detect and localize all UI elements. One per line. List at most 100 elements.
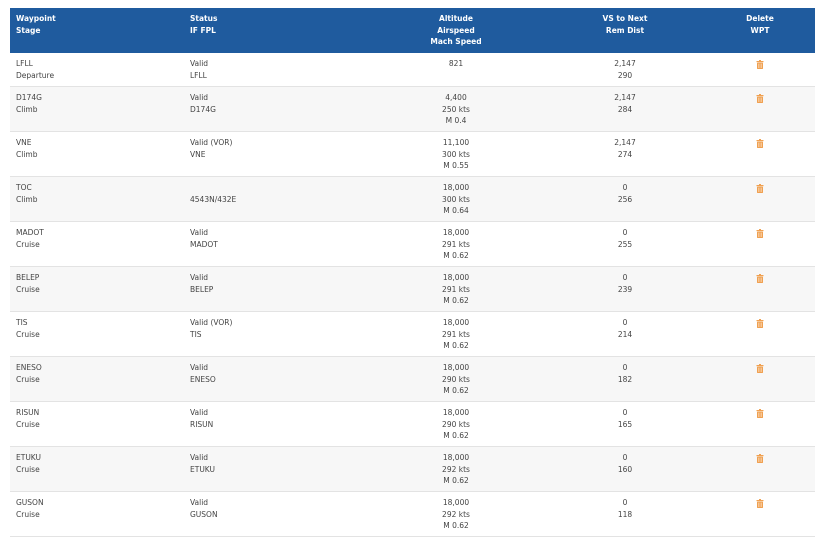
cell-line: Valid (VOR) (190, 318, 233, 327)
delete-button[interactable] (756, 499, 764, 512)
delete-cell (710, 362, 810, 377)
trash-icon[interactable] (756, 364, 764, 373)
distance-cell: 0 239 (525, 272, 725, 295)
cell-line: Valid (190, 453, 209, 462)
trash-icon[interactable] (756, 60, 764, 69)
distance-cell: 2,147 284 (525, 92, 725, 115)
table-row: BELEP Cruise Valid BELEP 18,000 291 kts M 0.62… (10, 267, 815, 312)
header-cell: Delete WPT (710, 13, 810, 36)
speed-cell: 18,000 291 kts M 0.62 (356, 227, 556, 262)
delete-button[interactable] (756, 454, 764, 467)
cell-line: Valid (190, 273, 209, 282)
cell-line: Status (190, 14, 218, 23)
cell-line: VNE (16, 138, 32, 147)
distance-cell: 0 255 (525, 227, 725, 250)
cell-line: TIS (16, 318, 28, 327)
cell-line: ENESO (190, 374, 216, 384)
delete-button[interactable] (756, 184, 764, 197)
cell-line: MADOT (16, 228, 44, 237)
distance-cell: 0 160 (525, 452, 725, 475)
table-row: TIS Cruise Valid (VOR) TIS 18,000 291 kts M 0.… (10, 312, 815, 357)
cell-line: BELEP (16, 273, 40, 282)
cell-line: GUSON (16, 498, 44, 507)
cell-line: Valid (190, 408, 209, 417)
cell-line: RISUN (190, 419, 214, 429)
delete-button[interactable] (756, 229, 764, 242)
delete-cell (710, 407, 810, 422)
cell-line: Valid (190, 363, 209, 372)
delete-button[interactable] (756, 319, 764, 332)
delete-button[interactable] (756, 94, 764, 107)
trash-icon[interactable] (756, 274, 764, 283)
cell-line: Cruise (16, 239, 40, 249)
cell-line: M 0.62 (443, 521, 469, 530)
cell-line: 291 kts (442, 329, 470, 339)
trash-icon[interactable] (756, 319, 764, 328)
cell-line: 0 (622, 318, 628, 327)
trash-icon[interactable] (756, 454, 764, 463)
cell-line: 300 kts (442, 149, 470, 159)
delete-button[interactable] (756, 364, 764, 377)
delete-button[interactable] (756, 139, 764, 152)
header-cell: VS to Next Rem Dist (525, 13, 725, 36)
cell-line: 290 kts (442, 419, 470, 429)
header-cell: Altitude Airspeed Mach Speed (356, 13, 556, 48)
cell-line: ETUKU (190, 464, 216, 474)
cell-line: LFLL (190, 70, 207, 80)
cell-line: LFLL (16, 59, 33, 68)
cell-line: 0 (622, 228, 628, 237)
cell-line: 18,000 (442, 363, 470, 372)
status-cell: Valid RISUN (190, 407, 360, 430)
cell-line: 290 kts (442, 374, 470, 384)
trash-icon[interactable] (756, 139, 764, 148)
cell-line: M 0.4 (445, 116, 467, 125)
cell-line: Departure (16, 70, 55, 80)
delete-button[interactable] (756, 60, 764, 73)
waypoint-cell: TIS Cruise (16, 317, 186, 340)
distance-cell: 0 182 (525, 362, 725, 385)
cell-line: 18,000 (442, 183, 470, 192)
status-cell: 4543N/432E (190, 182, 360, 205)
status-cell: Valid MADOT (190, 227, 360, 250)
cell-line: Rem Dist (605, 25, 645, 35)
cell-line: ETUKU (16, 453, 42, 462)
cell-line: TIS (190, 329, 202, 339)
delete-cell (710, 272, 810, 287)
cell-line: 160 (617, 464, 633, 474)
status-cell: Valid (VOR) TIS (190, 317, 360, 340)
trash-icon[interactable] (756, 229, 764, 238)
distance-cell: 0 214 (525, 317, 725, 340)
speed-cell: 4,400 250 kts M 0.4 (356, 92, 556, 127)
cell-line: M 0.62 (443, 251, 469, 260)
speed-cell: 18,000 290 kts M 0.62 (356, 407, 556, 442)
cell-line: 291 kts (442, 239, 470, 249)
cell-line: 0 (622, 408, 628, 417)
cell-line: 274 (617, 149, 633, 159)
cell-line: ENESO (16, 363, 42, 372)
cell-line: IF FPL (190, 25, 216, 35)
cell-line: M 0.62 (443, 476, 469, 485)
cell-line: M 0.55 (443, 161, 469, 170)
speed-cell: 18,000 292 kts M 0.62 (356, 497, 556, 532)
trash-icon[interactable] (756, 409, 764, 418)
cell-line: 291 kts (442, 284, 470, 294)
header-cell: Waypoint Stage (16, 13, 186, 36)
cell-line: Valid (190, 498, 209, 507)
cell-line: BELEP (190, 284, 214, 294)
cell-line: 239 (617, 284, 633, 294)
trash-icon[interactable] (756, 499, 764, 508)
waypoint-cell: MADOT Cruise (16, 227, 186, 250)
speed-cell: 11,100 300 kts M 0.55 (356, 137, 556, 172)
cell-line: M 0.62 (443, 386, 469, 395)
trash-icon[interactable] (756, 94, 764, 103)
trash-icon[interactable] (756, 184, 764, 193)
delete-cell (710, 137, 810, 152)
delete-button[interactable] (756, 409, 764, 422)
cell-line: 4543N/432E (190, 194, 237, 204)
cell-line: 0 (622, 363, 628, 372)
delete-cell (710, 452, 810, 467)
cell-line: Valid (190, 228, 209, 237)
cell-line: 290 (617, 70, 633, 80)
delete-button[interactable] (756, 274, 764, 287)
cell-line: 182 (617, 374, 633, 384)
